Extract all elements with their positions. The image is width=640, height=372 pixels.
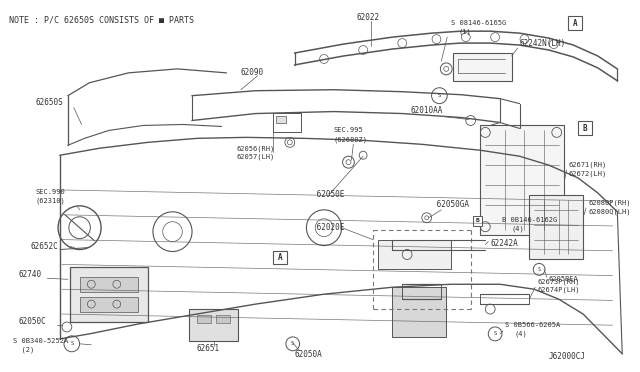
Text: 62056(RH): 62056(RH) [236, 145, 275, 151]
Text: J62000CJ: J62000CJ [549, 352, 586, 361]
Text: 62651: 62651 [197, 344, 220, 353]
Text: S: S [538, 267, 541, 272]
Bar [578, 122, 592, 135]
Text: S 0B566-6205A: S 0B566-6205A [505, 322, 560, 328]
Text: 62652C: 62652C [31, 242, 58, 251]
Text: 62050GA: 62050GA [431, 201, 468, 209]
Text: (2): (2) [13, 346, 35, 353]
Bar [392, 287, 446, 337]
Text: S 08146-6165G: S 08146-6165G [451, 20, 506, 26]
Text: SEC.995: SEC.995 [334, 128, 364, 134]
Text: 62010AA: 62010AA [410, 106, 442, 115]
Text: B: B [476, 218, 479, 223]
Text: 62672(LH): 62672(LH) [568, 171, 607, 177]
Text: SEC.990: SEC.990 [36, 189, 65, 195]
Bar [79, 297, 138, 312]
Bar [197, 315, 211, 323]
Text: 62090: 62090 [241, 68, 264, 77]
Text: 62080P(RH): 62080P(RH) [588, 200, 630, 206]
Text: NOTE : P/C 62650S CONSISTS OF ■ PARTS: NOTE : P/C 62650S CONSISTS OF ■ PARTS [9, 15, 194, 24]
Text: S: S [438, 93, 441, 98]
Bar [568, 16, 582, 30]
Text: S: S [291, 341, 294, 346]
Text: 62242A: 62242A [490, 239, 518, 248]
Bar [276, 116, 286, 124]
Text: 62242N(LH): 62242N(LH) [520, 39, 566, 48]
Text: 6205BEA: 6205BEA [549, 276, 579, 282]
Text: A: A [573, 19, 578, 28]
Bar [481, 125, 564, 235]
Text: 62673P(RH): 62673P(RH) [537, 278, 580, 285]
Text: 62674P(LH): 62674P(LH) [537, 287, 580, 294]
Text: 62671(RH): 62671(RH) [568, 162, 607, 169]
Bar [273, 113, 301, 132]
Text: B 0B146-6162G: B 0B146-6162G [502, 217, 557, 223]
Text: 62050A: 62050A [294, 350, 323, 359]
Bar [79, 277, 138, 292]
Text: (1): (1) [459, 29, 472, 35]
Bar [529, 195, 583, 259]
Bar [216, 315, 230, 323]
Text: A: A [278, 253, 282, 262]
Bar [273, 250, 287, 264]
Text: 62057(LH): 62057(LH) [236, 154, 275, 160]
Text: 62022: 62022 [356, 13, 380, 22]
Text: 62080Q(LH): 62080Q(LH) [588, 209, 630, 215]
Text: S: S [493, 331, 497, 336]
Text: (62680Z): (62680Z) [334, 136, 368, 142]
Text: 62050E: 62050E [312, 190, 345, 199]
Text: 62740: 62740 [19, 270, 42, 279]
Text: S 0B340-5252A: S 0B340-5252A [13, 338, 68, 344]
Text: B: B [583, 124, 588, 133]
Text: (4): (4) [515, 331, 527, 337]
Bar [472, 216, 483, 226]
Bar [70, 267, 148, 322]
Text: (62310): (62310) [36, 198, 65, 204]
Bar [453, 53, 512, 81]
Text: 62050C: 62050C [19, 317, 47, 327]
Bar [189, 309, 238, 341]
Text: 62020E: 62020E [312, 223, 345, 232]
Text: (4): (4) [512, 225, 525, 232]
Text: 62650S: 62650S [36, 98, 63, 107]
Text: S: S [70, 341, 74, 346]
Bar [378, 240, 451, 269]
